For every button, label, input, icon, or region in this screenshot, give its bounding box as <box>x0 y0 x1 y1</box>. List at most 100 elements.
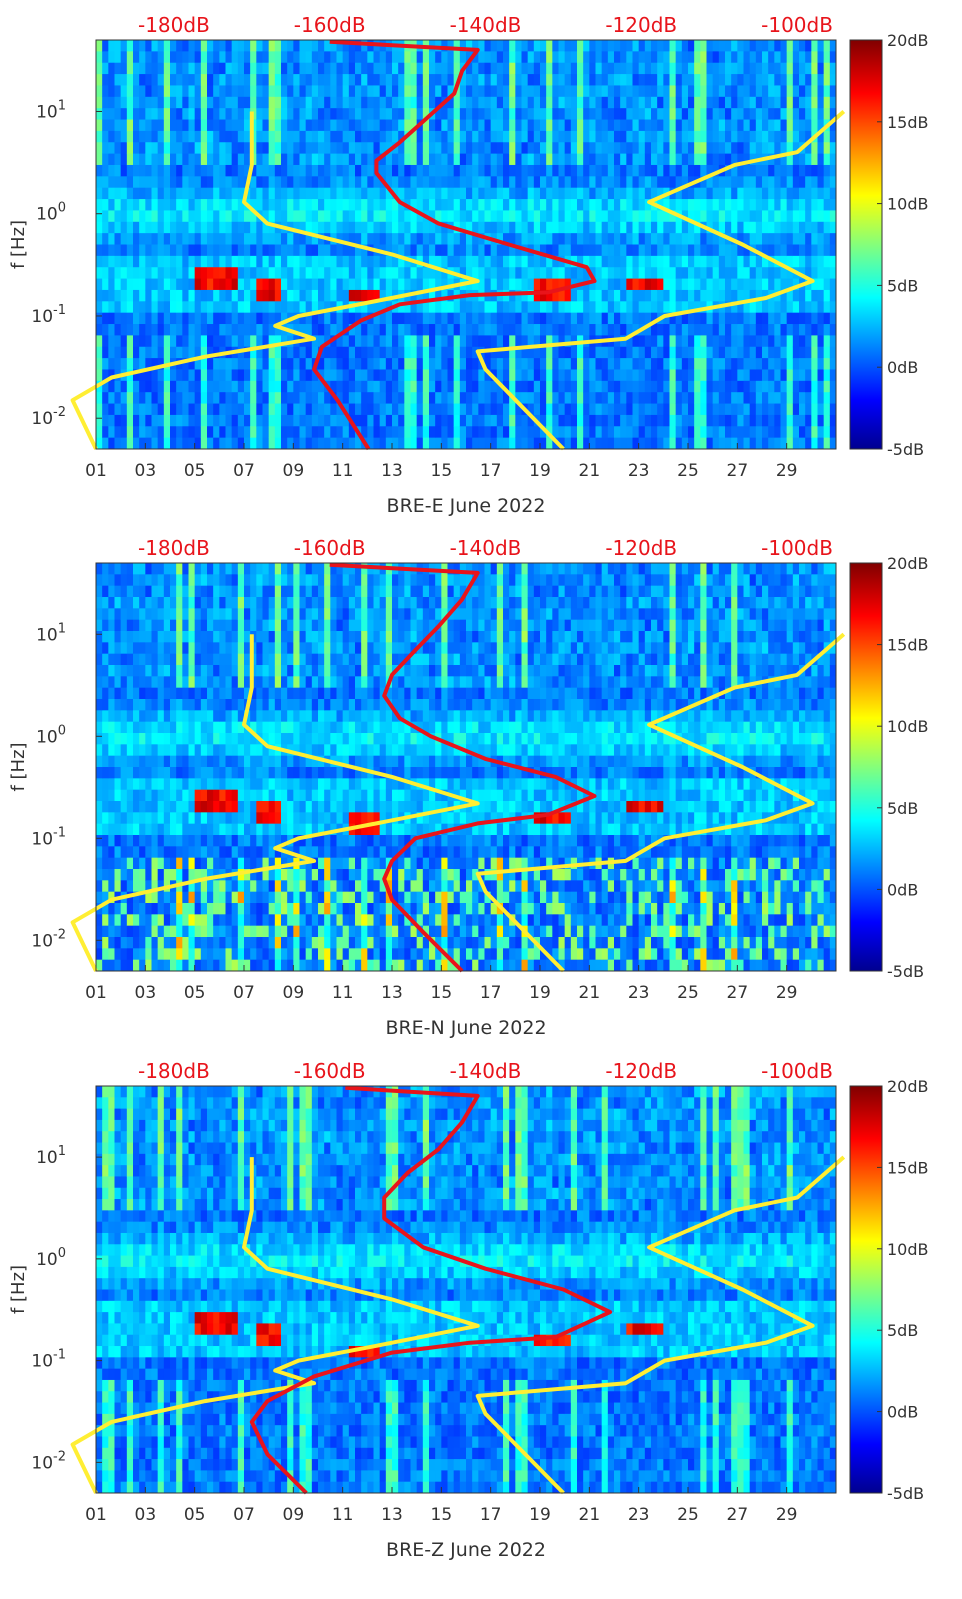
spectrogram-cell <box>447 96 455 109</box>
spectrogram-cell <box>305 244 313 257</box>
spectrogram-cell <box>422 244 430 257</box>
spectrogram-cell <box>114 164 122 177</box>
spectrogram-cell <box>583 51 590 64</box>
spectrogram-cell <box>102 778 109 791</box>
spectrogram-cell <box>583 153 590 166</box>
spectrogram-cell <box>379 108 387 120</box>
spectrogram-cell <box>274 130 282 143</box>
spectrogram-cell <box>225 199 233 211</box>
spectrogram-cell <box>632 51 640 64</box>
spectrogram-cell <box>96 210 103 223</box>
spectrogram-cell <box>336 199 344 211</box>
spectrogram-cell <box>749 426 757 439</box>
spectrogram-cell <box>348 119 356 132</box>
spectrogram-cell <box>392 62 399 75</box>
spectrogram-cell <box>718 176 726 189</box>
spectrogram-cell <box>601 164 609 177</box>
spectrogram-cell <box>503 233 510 245</box>
spectrogram-cell <box>244 108 251 120</box>
spectrogram-cell <box>237 119 245 132</box>
spectrogram-cell <box>718 233 726 245</box>
spectrogram-cell <box>706 164 714 177</box>
spectrogram-cell <box>780 324 788 336</box>
spectrogram-cell <box>472 176 479 189</box>
spectrogram-cell <box>200 74 208 86</box>
spectrogram-cell <box>213 176 220 189</box>
spectrogram-cell <box>108 142 115 155</box>
spectrogram-cell <box>194 153 202 166</box>
spectrogram-cell <box>743 210 751 223</box>
spectrogram-cell <box>792 164 800 177</box>
spectrogram-cell <box>712 96 720 109</box>
spectrogram-cell <box>114 721 122 734</box>
spectrogram-cell <box>410 335 418 348</box>
spectrogram-cell <box>336 358 344 370</box>
spectrogram-cell <box>274 335 282 348</box>
spectrogram-cell <box>250 255 257 268</box>
spectrogram-cell <box>496 301 504 314</box>
spectrogram-cell <box>330 176 337 189</box>
spectrogram-cell <box>478 199 485 211</box>
spectrogram-cell <box>157 925 165 938</box>
spectrogram-cell <box>515 301 522 314</box>
spectrogram-cell <box>151 426 159 439</box>
spectrogram-cell <box>632 176 640 189</box>
spectrogram-cell <box>231 153 239 166</box>
spectrogram-cell <box>361 142 368 155</box>
spectrogram-cell <box>139 755 146 768</box>
spectrogram-cell <box>404 369 411 382</box>
spectrogram-cell <box>392 426 399 439</box>
spectrogram-cell <box>114 62 122 75</box>
spectrogram-cell <box>762 51 769 64</box>
spectrogram-cell <box>669 426 677 439</box>
spectrogram-cell <box>669 142 677 155</box>
spectrogram-cell <box>392 199 399 211</box>
spectrogram-cell <box>558 335 566 348</box>
spectrogram-cell <box>324 312 331 325</box>
spectrogram-cell <box>256 301 263 314</box>
spectrogram-cell <box>385 267 393 279</box>
spectrogram-cell <box>348 403 356 416</box>
spectrogram-cell <box>577 221 584 234</box>
spectrogram-cell <box>774 187 781 200</box>
spectrogram-cell <box>577 414 584 427</box>
spectrogram-cell <box>348 130 356 143</box>
spectrogram-cell <box>515 187 522 200</box>
spectrogram-cell <box>805 324 812 336</box>
spectrogram-cell <box>416 403 424 416</box>
spectrogram-cell <box>163 255 171 268</box>
spectrogram-cell <box>725 164 732 177</box>
spectrogram-cell <box>435 85 442 98</box>
spectrogram-cell <box>170 721 177 734</box>
spectrogram-cell <box>96 733 103 745</box>
spectrogram-cell <box>330 289 337 302</box>
spectrogram-cell <box>688 164 695 177</box>
spectrogram-cell <box>114 301 122 314</box>
spectrogram-cell <box>348 199 356 211</box>
spectrogram-cell <box>651 85 658 98</box>
spectrogram-cell <box>311 164 319 177</box>
spectrogram-cell <box>472 244 479 257</box>
spectrogram-cell <box>509 414 516 427</box>
spectrogram-cell <box>133 710 140 723</box>
spectrogram-cell <box>392 108 399 120</box>
spectrogram-cell <box>675 187 683 200</box>
spectrogram-cell <box>96 699 103 711</box>
spectrogram-cell <box>472 403 479 416</box>
spectrogram-cell <box>799 199 806 211</box>
spectrogram-cell <box>540 119 547 132</box>
spectrogram-cell <box>805 153 812 166</box>
spectrogram-cell <box>595 96 603 109</box>
spectrogram-cell <box>441 210 448 223</box>
spectrogram-cell <box>496 51 504 64</box>
spectrogram-cell <box>188 665 196 677</box>
spectrogram-cell <box>607 187 615 200</box>
spectrogram-cell <box>774 380 781 393</box>
spectrogram-cell <box>521 119 529 132</box>
spectrogram-cell <box>256 85 263 98</box>
spectrogram-cell <box>305 153 313 166</box>
spectrogram-cell <box>503 380 510 393</box>
spectrogram-cell <box>336 414 344 427</box>
spectrogram-cell <box>700 324 707 336</box>
